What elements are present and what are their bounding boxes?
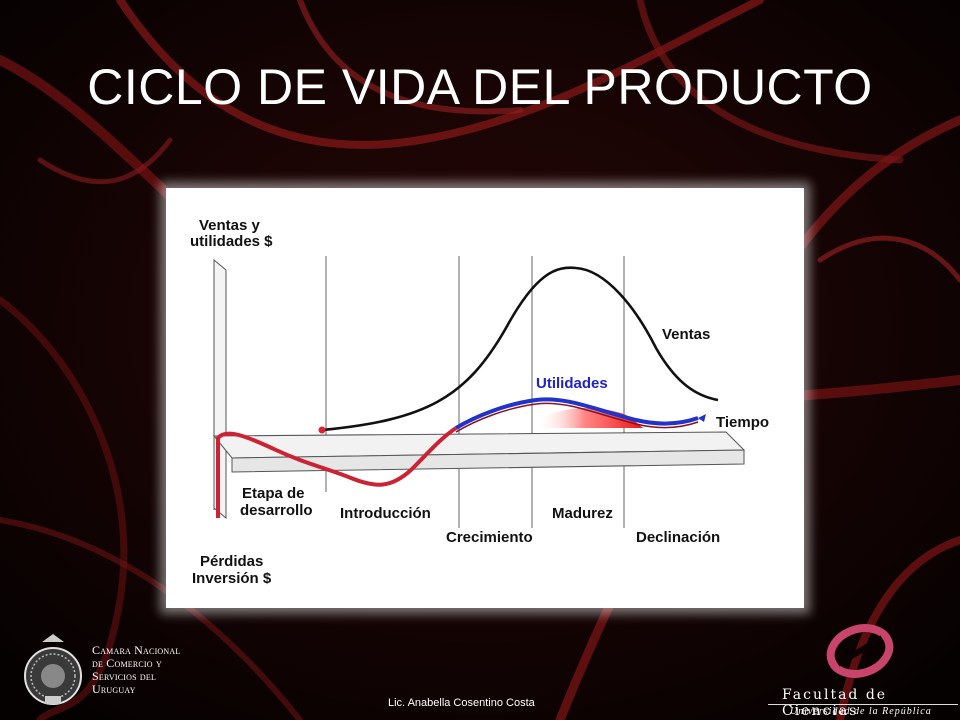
- lifecycle-figure: Ventas y utilidades $ Ventas Utilidades …: [166, 188, 804, 608]
- loss-label-line1: Pérdidas: [200, 553, 263, 570]
- chamber-seal-icon: [24, 634, 82, 705]
- sales-curve-label: Ventas: [662, 326, 710, 343]
- chamber-name-line: Camara Nacional: [92, 643, 181, 657]
- sales-curve: [321, 266, 719, 432]
- stage-maturity: Madurez: [552, 505, 613, 522]
- time-axis: [212, 431, 746, 473]
- chamber-name-line: Uruguay: [92, 682, 136, 696]
- faculty-logo: Facultad de Ciencias Universidad de la R…: [760, 620, 960, 720]
- stage-dividers: [325, 256, 625, 528]
- sales-start-point: [318, 426, 326, 434]
- slide-title: CICLO DE VIDA DEL PRODUCTO: [87, 59, 873, 115]
- chamber-name-line: de Comercio y: [92, 656, 162, 670]
- tiempo-arrow: [698, 414, 706, 422]
- loss-curve: [216, 426, 458, 518]
- faculty-name: Facultad de Ciencias: [782, 687, 888, 719]
- stage-growth: Crecimiento: [446, 529, 533, 546]
- y-axis-label-line1: Ventas y: [199, 217, 261, 234]
- time-axis-label: Tiempo: [716, 414, 769, 431]
- product-lifecycle-diagram: Ventas y utilidades $ Ventas Utilidades …: [190, 217, 769, 587]
- chamber-name: Camara Nacional de Comercio y Servicios …: [92, 644, 222, 696]
- loss-label-line2: Inversión $: [192, 570, 272, 587]
- y-axis-label-line2: utilidades $: [190, 233, 273, 250]
- profit-curve-label: Utilidades: [536, 375, 608, 392]
- chamber-name-line: Servicios del: [92, 669, 157, 683]
- author-credit: Lic. Anabella Cosentino Costa: [388, 697, 535, 709]
- stage-development-line2: desarrollo: [240, 502, 313, 519]
- stage-development-line1: Etapa de: [242, 485, 305, 502]
- stage-decline: Declinación: [636, 529, 720, 546]
- profit-curve-shadow: [455, 402, 699, 433]
- faculty-divider: [768, 704, 958, 705]
- faculty-university: Universidad de la República: [790, 706, 932, 717]
- stage-introduction: Introducción: [340, 505, 431, 522]
- profit-curve: [454, 397, 699, 430]
- chamber-of-commerce-logo: Camara Nacional de Comercio y Servicios …: [20, 628, 220, 712]
- faculty-emblem-icon: [826, 624, 894, 678]
